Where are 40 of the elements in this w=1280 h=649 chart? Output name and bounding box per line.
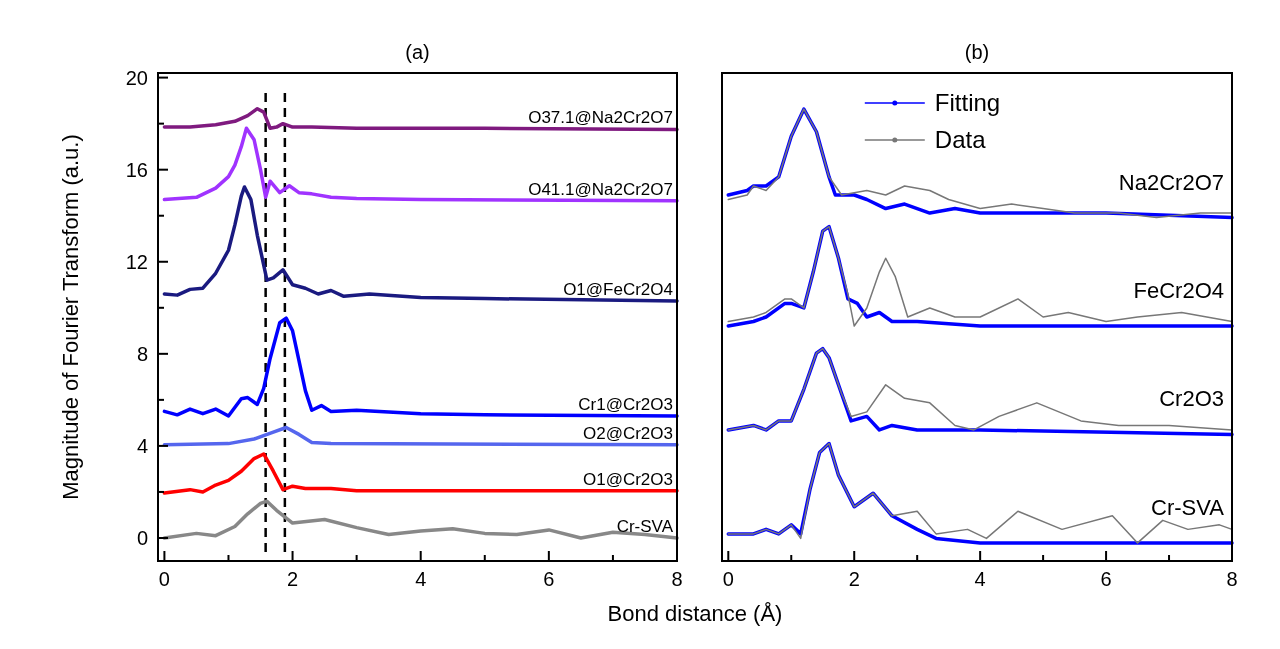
y-tick-label: 12 xyxy=(125,250,148,273)
legend-label: Fitting xyxy=(934,89,1001,116)
x-tick-label: 0 xyxy=(722,568,734,590)
x-tick-label: 8 xyxy=(1226,568,1238,590)
x-tick-label: 4 xyxy=(974,568,986,590)
y-tick-label: 0 xyxy=(136,526,148,549)
annotation: Cr2O3 xyxy=(1159,386,1224,412)
y-tick-label: 16 xyxy=(125,158,148,181)
x-axis-title: Bond distance (Å) xyxy=(607,601,783,626)
x-tick-label: 4 xyxy=(415,568,427,590)
x-tick-label: 6 xyxy=(543,568,555,590)
line-series xyxy=(162,316,679,418)
series-label: O2@Cr2O3 xyxy=(582,423,673,443)
series-label: O1@Cr2O3 xyxy=(582,469,673,489)
y-tick-label: 8 xyxy=(136,342,148,365)
x-tick-label: 8 xyxy=(671,568,683,590)
line-series xyxy=(162,106,679,132)
line-series xyxy=(162,126,679,203)
annotation: Na2Cr2O7 xyxy=(1118,169,1224,195)
line-series xyxy=(162,452,679,495)
annotation: FeCr2O4 xyxy=(1133,278,1224,304)
series-label: O41.1@Na2Cr2O7 xyxy=(528,179,673,199)
chart-title: (b) xyxy=(964,41,990,63)
series-label: O37.1@Na2Cr2O7 xyxy=(528,108,673,128)
x-tick-label: 0 xyxy=(158,568,170,590)
line-series xyxy=(162,185,679,303)
y-axis-title: Magnitude of Fourier Transform (a.u.) xyxy=(58,134,83,500)
x-tick-label: 6 xyxy=(1100,568,1112,590)
x-tick-label: 2 xyxy=(848,568,860,590)
line-series xyxy=(162,425,679,447)
chart-title: (a) xyxy=(405,41,430,63)
line-series xyxy=(162,499,679,540)
series-label: Cr1@Cr2O3 xyxy=(578,394,673,414)
legend-label: Data xyxy=(934,126,987,153)
y-tick-label: 20 xyxy=(125,66,148,89)
series-label: Cr-SVA xyxy=(616,516,674,536)
x-tick-label: 2 xyxy=(286,568,299,590)
y-tick-label: 4 xyxy=(136,434,148,457)
series-label: O1@FeCr2O4 xyxy=(563,279,673,299)
annotation: Cr-SVA xyxy=(1151,494,1225,520)
